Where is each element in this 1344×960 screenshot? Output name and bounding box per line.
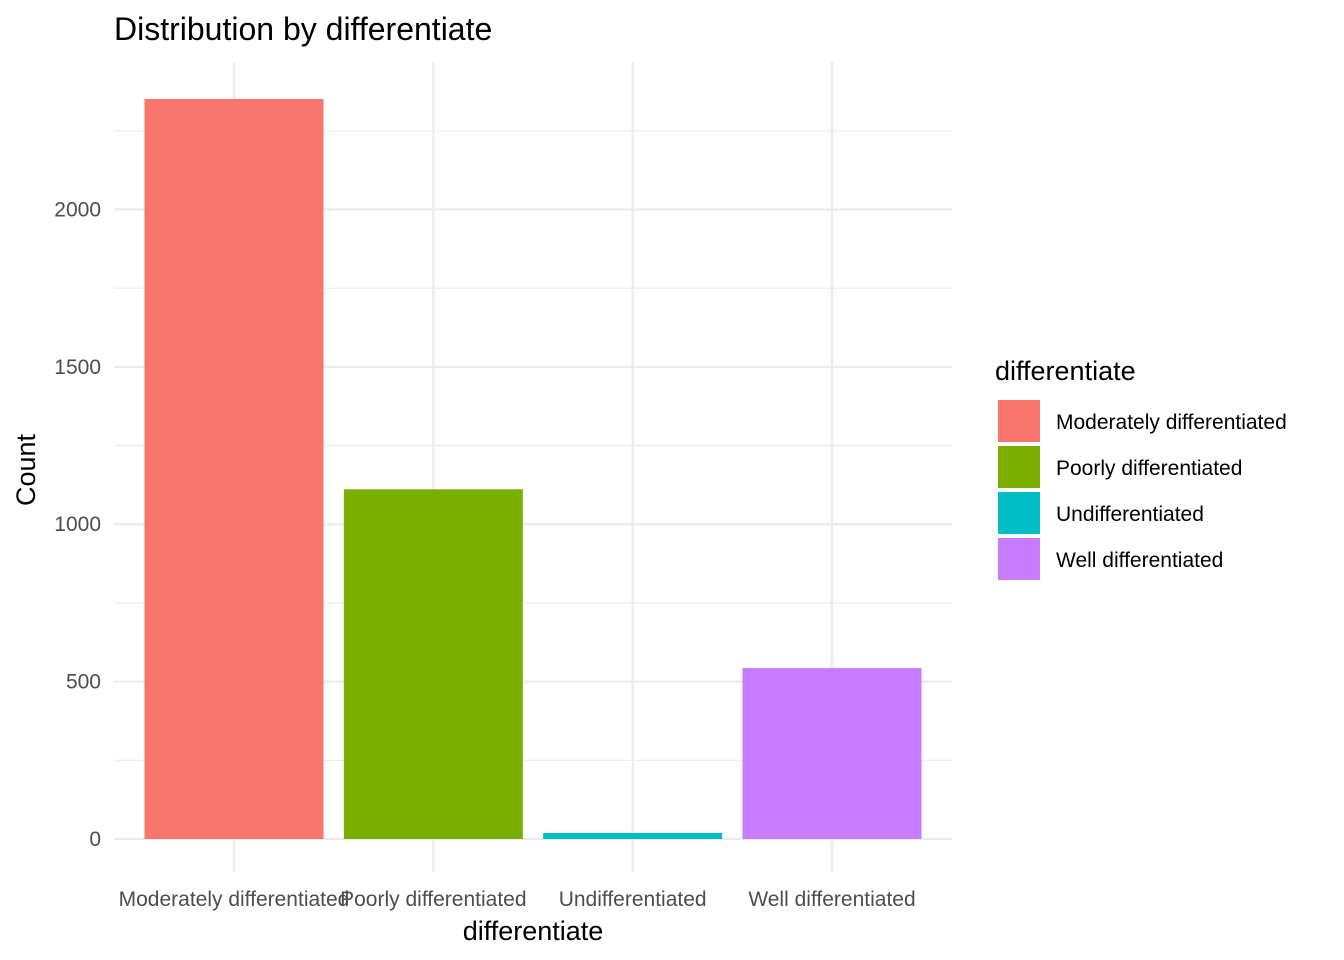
legend-title: differentiate (995, 356, 1136, 386)
y-axis-title: Count (11, 433, 41, 506)
y-tick-label: 1000 (54, 513, 101, 536)
y-tick-label: 1500 (54, 356, 101, 379)
y-axis-ticks: 0 500 1000 1500 2000 (54, 198, 101, 851)
legend-label: Well differentiated (1056, 549, 1223, 572)
y-tick-label: 2000 (54, 198, 101, 221)
x-tick-label: Undifferentiated (559, 888, 707, 911)
y-tick-label: 500 (66, 671, 101, 694)
legend-key (998, 492, 1040, 534)
legend-key (998, 400, 1040, 442)
legend-key (998, 446, 1040, 488)
bar-moderately-differentiated (144, 99, 324, 839)
bars (144, 99, 922, 839)
legend-label: Moderately differentiated (1056, 411, 1287, 434)
x-tick-label: Well differentiated (748, 888, 915, 911)
bar-undifferentiated (543, 833, 723, 839)
bar-well-differentiated (742, 668, 922, 839)
y-tick-label: 0 (89, 828, 101, 851)
legend-label: Poorly differentiated (1056, 457, 1242, 480)
x-tick-label: Poorly differentiated (340, 888, 526, 911)
chart-title: Distribution by differentiate (114, 11, 492, 47)
x-axis-title: differentiate (463, 916, 604, 946)
legend-key (998, 538, 1040, 580)
legend-label: Undifferentiated (1056, 503, 1204, 526)
x-tick-label: Moderately differentiated (119, 888, 350, 911)
bar-poorly-differentiated (343, 489, 523, 839)
legend: differentiate Moderately differentiated P… (995, 356, 1287, 580)
